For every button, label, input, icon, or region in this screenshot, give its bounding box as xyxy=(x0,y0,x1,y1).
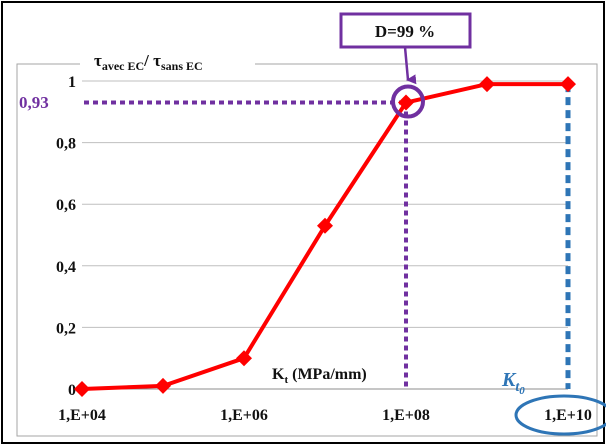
xlabel-background xyxy=(268,358,398,384)
kt0-tick-ellipse xyxy=(514,394,606,436)
data-point xyxy=(236,350,252,367)
data-point xyxy=(74,381,90,397)
y-tick-label: 0,8 xyxy=(56,136,76,153)
highlight-circle xyxy=(391,84,425,119)
data-point xyxy=(398,94,414,111)
data-point xyxy=(560,76,576,93)
plot-area-border xyxy=(16,63,598,437)
kt0-label-sub: t xyxy=(515,380,520,395)
xlabel-main: K xyxy=(272,366,285,383)
guide-lines xyxy=(84,84,571,389)
x-tick-label: 1,E+08 xyxy=(382,407,430,424)
ylabel-tau: τ xyxy=(94,51,102,70)
d-label: D=99 % xyxy=(375,22,435,41)
data-point xyxy=(317,217,333,234)
series-markers xyxy=(74,76,576,397)
kt0-label-sub2: 0 xyxy=(519,385,525,397)
ylabel-background xyxy=(80,48,255,78)
y-tick-labels: 0 0,2 0,4 0,6 0,8 1 xyxy=(56,74,76,399)
y-tick-label: 0,4 xyxy=(56,259,76,276)
xlabel-sub: t xyxy=(284,374,288,386)
y-tick-label: 1 xyxy=(68,74,76,91)
x-tick-label: 1,E+10 xyxy=(544,407,592,424)
y-tick-label: 0 xyxy=(68,382,76,399)
data-point xyxy=(479,76,495,93)
y-tick-label: 0,2 xyxy=(56,320,76,337)
x-tick-labels: 1,E+04 1,E+06 1,E+08 1,E+10 xyxy=(58,407,592,424)
ylabel-tau2: τ xyxy=(153,51,161,70)
highlight-value-label: 0,93 xyxy=(19,93,49,112)
x-tick-label: 1,E+06 xyxy=(220,407,268,424)
xlabel: Kt (MPa/mm) xyxy=(272,366,367,386)
kt0-label: Kt0 xyxy=(501,369,525,397)
xlabel-unit: (MPa/mm) xyxy=(288,366,367,383)
annotations xyxy=(391,84,606,436)
d-label-arrow xyxy=(403,46,417,85)
x-tick-label: 1,E+04 xyxy=(58,407,106,424)
ylabel-slash: / xyxy=(143,51,153,70)
ylabel-sub-num: avec EC xyxy=(102,59,144,73)
ylabel: τavec EC/ τsans EC xyxy=(94,51,203,73)
y-tick-label: 0,6 xyxy=(56,197,76,214)
data-point xyxy=(155,377,171,394)
ylabel-sub-den: sans EC xyxy=(161,59,203,73)
kt0-label-main: K xyxy=(501,369,517,391)
